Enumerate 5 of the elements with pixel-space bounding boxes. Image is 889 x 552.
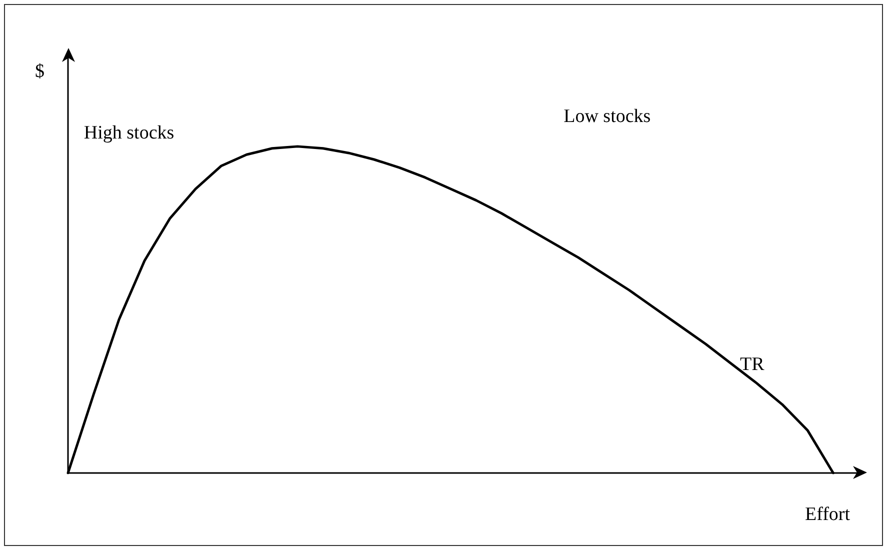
y-axis-title: $ bbox=[35, 61, 44, 82]
series-label: TR bbox=[740, 354, 765, 375]
text: High stocks bbox=[84, 122, 174, 144]
text: Low stocks bbox=[564, 106, 651, 127]
x-axis-title: Effort bbox=[805, 504, 851, 525]
